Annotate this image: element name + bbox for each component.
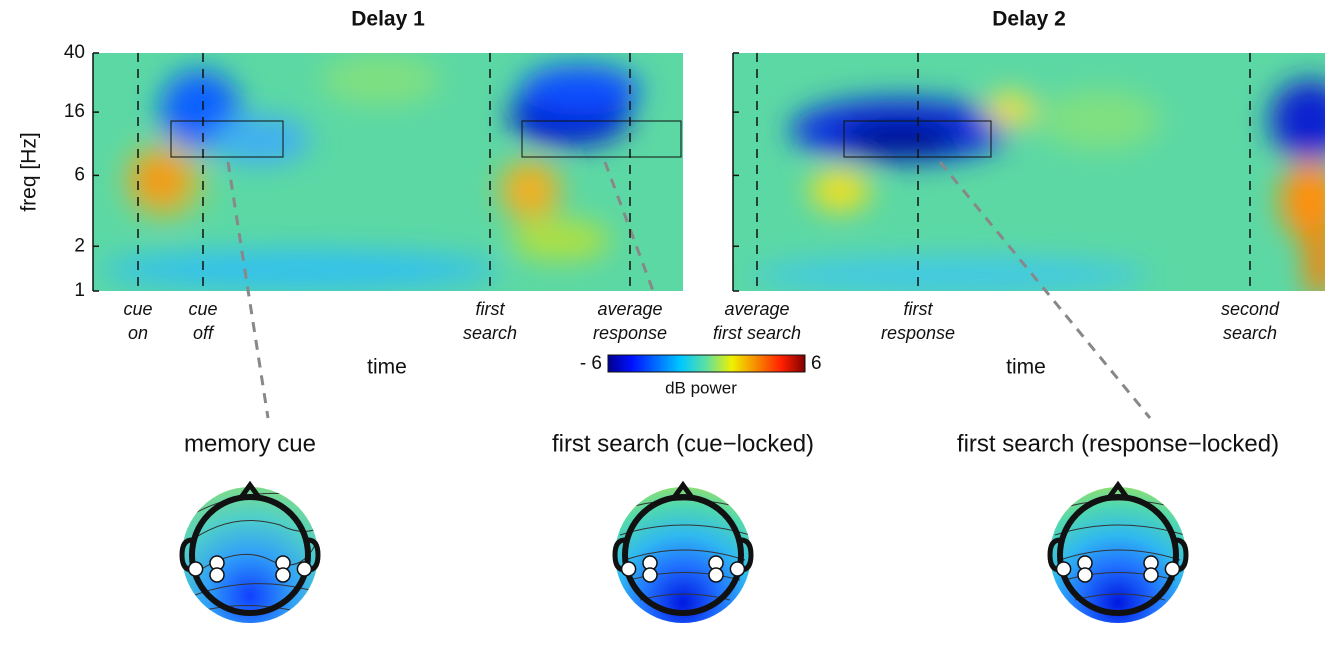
event-label: on <box>128 323 148 343</box>
event-label: average <box>724 299 789 319</box>
topoplot-title: first search (response−locked) <box>957 430 1279 457</box>
topoplot-title: first search (cue−locked) <box>552 430 814 457</box>
topoplot-title: memory cue <box>184 430 316 457</box>
event-label: cue <box>188 299 217 319</box>
electrode <box>189 562 203 576</box>
electrode <box>730 562 744 576</box>
electrode <box>1144 568 1158 582</box>
panel-title: Delay 1 <box>351 8 425 31</box>
electrode <box>1078 568 1092 582</box>
event-label: response <box>593 323 667 343</box>
topoplot <box>615 487 751 623</box>
y-tick-label: 1 <box>74 280 85 301</box>
colorbar-label: dB power <box>665 378 737 397</box>
electrode <box>297 562 311 576</box>
x-axis-label: time <box>1006 356 1046 379</box>
electrode <box>1057 562 1071 576</box>
electrode <box>643 568 657 582</box>
event-label: average <box>597 299 662 319</box>
topoplot <box>1050 487 1186 623</box>
colorbar-tick-label: - 6 <box>580 353 602 374</box>
y-tick-label: 40 <box>64 42 85 63</box>
y-axis-label: freq [Hz] <box>18 132 41 211</box>
event-label: first <box>904 299 934 319</box>
y-tick-label: 16 <box>64 101 85 122</box>
y-tick-label: 2 <box>74 235 85 256</box>
electrode <box>622 562 636 576</box>
electrode <box>210 568 224 582</box>
electrode <box>709 568 723 582</box>
event-label: first search <box>713 323 801 343</box>
electrode <box>276 568 290 582</box>
event-label: response <box>881 323 955 343</box>
event-label: first <box>476 299 506 319</box>
heatmap-1 <box>93 53 683 291</box>
event-label: cue <box>123 299 152 319</box>
event-label: search <box>463 323 517 343</box>
y-tick-label: 6 <box>74 164 85 185</box>
heatmap-2 <box>733 53 1340 300</box>
event-label: second <box>1221 299 1280 319</box>
panel-title: Delay 2 <box>992 8 1066 31</box>
event-label: search <box>1223 323 1277 343</box>
figure: dB power Delay 1 time freq [Hz] 1 2 6 16 40 cue o… <box>0 0 1340 647</box>
x-axis-label: time <box>367 356 407 379</box>
electrode <box>1165 562 1179 576</box>
colorbar-tick-label: 6 <box>811 353 822 374</box>
event-label: off <box>193 323 215 343</box>
colorbar <box>608 355 805 372</box>
